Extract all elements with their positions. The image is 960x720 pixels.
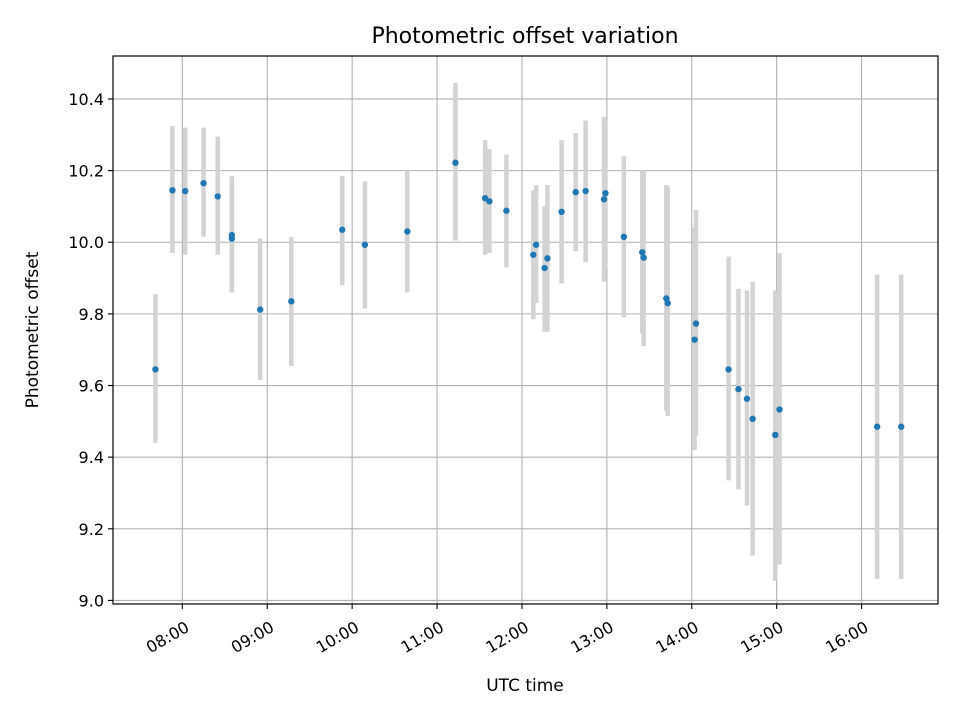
- data-point: [582, 187, 589, 195]
- data-point: [288, 298, 295, 305]
- plot-frame: [112, 55, 939, 605]
- y-tick-label: 9.2: [79, 520, 104, 539]
- data-point: [572, 188, 579, 196]
- data-point: [600, 196, 608, 203]
- data-point: [544, 255, 551, 262]
- data-point: [361, 241, 369, 248]
- data-point: [530, 251, 537, 258]
- x-axis-label: UTC time: [486, 676, 564, 696]
- data-point: [503, 207, 510, 214]
- data-point: [532, 241, 540, 248]
- y-tick-label: 10.4: [68, 90, 104, 109]
- y-tick-label: 9.0: [79, 591, 104, 610]
- data-point: [664, 299, 671, 307]
- y-axis-label: Photometric offset: [23, 251, 43, 408]
- data-point: [452, 159, 459, 166]
- data-point: [898, 423, 905, 430]
- data-point: [602, 189, 609, 197]
- data-point: [639, 249, 646, 256]
- data-point: [181, 187, 189, 195]
- data-point: [772, 431, 779, 439]
- y-tick-label: 9.8: [79, 305, 104, 324]
- grid: [113, 56, 938, 604]
- y-tick-label: 9.6: [79, 377, 104, 396]
- data-point: [228, 235, 236, 242]
- data-point: [640, 254, 647, 261]
- y-axis-ticks: 9.0 9.2 9.4 9.6 9.8 10.0 10.2 10.4: [68, 90, 113, 610]
- data-point: [486, 198, 493, 205]
- data-point: [214, 193, 221, 200]
- data-point: [404, 228, 411, 235]
- data-point: [749, 415, 756, 423]
- data-point: [620, 233, 628, 241]
- data-point: [691, 336, 698, 343]
- data-point: [152, 366, 159, 373]
- data-points: [152, 159, 905, 439]
- data-point: [735, 385, 742, 393]
- data-point: [558, 208, 565, 216]
- data-point: [169, 187, 176, 194]
- data-point: [743, 395, 751, 402]
- data-point: [725, 366, 732, 373]
- data-point: [256, 306, 264, 313]
- data-point: [541, 264, 548, 272]
- data-point: [339, 226, 346, 233]
- data-point: [776, 406, 783, 413]
- data-point: [873, 423, 881, 430]
- y-tick-label: 10.0: [68, 233, 104, 252]
- data-point: [200, 179, 207, 187]
- y-tick-label: 10.2: [68, 162, 104, 181]
- chart-title: Photometric offset variation: [371, 24, 678, 49]
- data-point: [692, 320, 700, 327]
- y-tick-label: 9.4: [79, 448, 104, 467]
